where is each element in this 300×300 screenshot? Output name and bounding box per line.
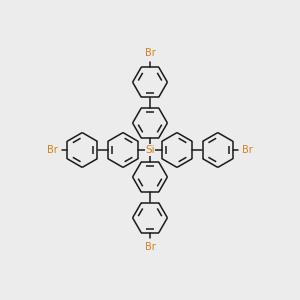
Text: Br: Br <box>242 145 253 155</box>
Text: Br: Br <box>47 145 58 155</box>
Text: Si: Si <box>145 145 155 155</box>
Text: Br: Br <box>145 242 155 252</box>
Text: Br: Br <box>145 48 155 58</box>
